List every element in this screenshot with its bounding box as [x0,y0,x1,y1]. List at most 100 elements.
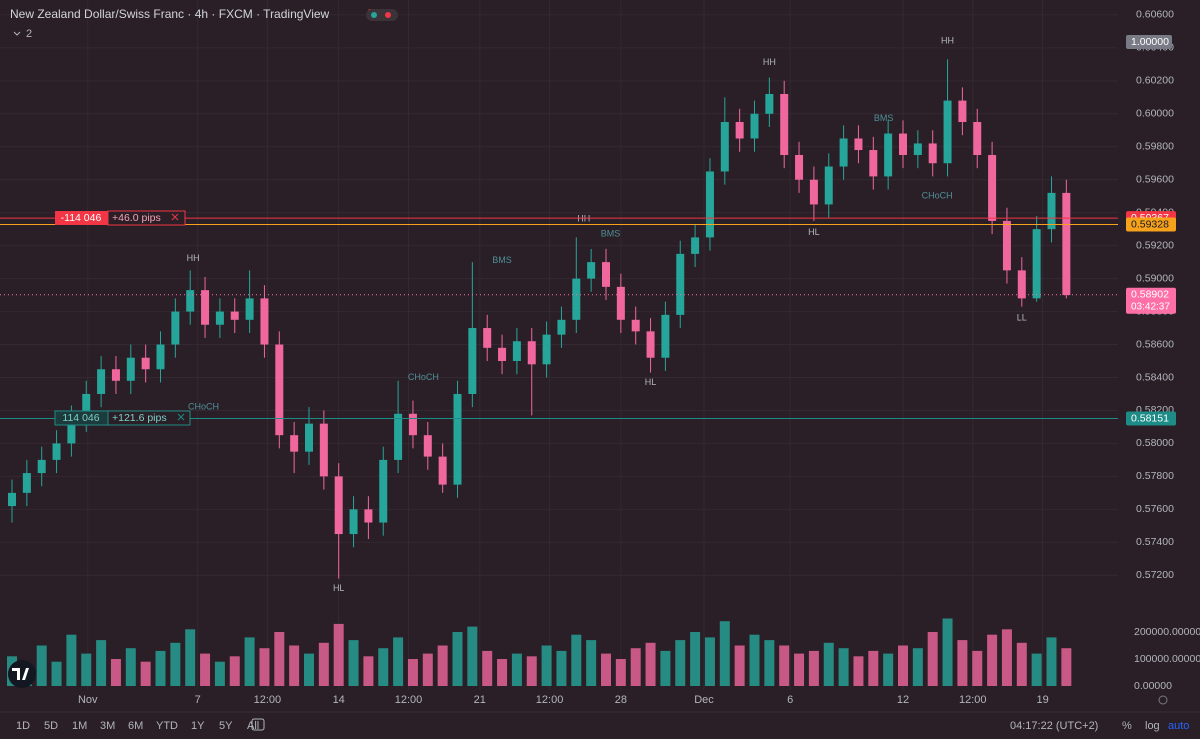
volume-bar [838,648,849,686]
candle-body [215,311,224,325]
candle-body [765,94,774,114]
structure-label: LL [1017,313,1027,323]
volume-bar [318,642,329,686]
volume-bar [511,653,522,686]
percent-toggle[interactable]: % [1122,720,1132,732]
price-label-bg [1126,217,1176,232]
volume-bar [823,642,834,686]
x-tick-label: 21 [474,694,486,706]
candle-body [394,413,403,460]
y-tick-label: 0.59000 [1136,272,1174,284]
volume-bar [378,648,389,686]
candle-body [839,138,848,167]
range-button[interactable]: 1M [72,720,87,732]
volume-bar [734,645,745,686]
range-button[interactable]: YTD [156,720,178,732]
range-button[interactable]: All [247,720,259,732]
volume-bar [660,650,671,686]
x-tick-label: 12 [897,694,909,706]
auto-toggle[interactable]: auto [1168,720,1189,732]
volume-bar [972,650,983,686]
range-button[interactable]: 3M [100,720,115,732]
volume-bar [140,661,151,686]
settings-icon[interactable] [1158,695,1168,705]
x-tick-label: 19 [1036,694,1048,706]
volume-bar [808,650,819,686]
volume-bar [541,645,552,686]
volume-bar [1046,637,1057,686]
volume-bar [407,659,418,686]
structure-label: BMS [492,255,512,265]
candle-body [795,154,804,180]
date-range-icon[interactable] [251,718,265,731]
position-qty-bg [55,211,108,225]
position-tool[interactable]: 114 046 +121.6 pips [54,410,191,426]
range-button[interactable]: 6M [128,720,143,732]
candle-body [423,435,432,457]
y-tick-label: 0.57600 [1136,503,1174,515]
volume-bar [615,659,626,686]
candle-body [260,298,269,345]
candle-body [913,143,922,155]
candle-body [735,122,744,139]
indicator-dot [385,12,391,18]
volume-bar [1031,653,1042,686]
volume-bar [229,656,240,686]
position-result: +121.6 pips [112,412,167,424]
collapse-chevron[interactable] [13,31,21,36]
structure-label: HL [645,377,657,387]
volume-bar [704,637,715,686]
volume-bar [36,645,47,686]
volume-bar [497,659,508,686]
structure-label: HL [808,227,820,237]
candle-body [126,357,135,381]
volume-bar [868,650,879,686]
volume-bar [348,640,359,686]
candle-body [646,331,655,358]
clock[interactable]: 04:17:22 (UTC+2) [1010,720,1098,732]
close-icon[interactable] [171,213,179,221]
volume-bar [422,653,433,686]
close-icon[interactable] [177,413,185,421]
price-label: 0.59328 [1131,218,1169,230]
structure-label: BMS [601,228,621,238]
candle-body [171,311,180,345]
structure-label: BMS [874,113,894,123]
position-tool[interactable]: -114 046 +46.0 pips [55,210,186,226]
candle-body [750,113,759,139]
position-qty: 114 046 [62,412,99,424]
volume-bar [81,653,92,686]
structure-label: CHoCH [188,402,219,412]
range-button[interactable]: 5D [44,720,58,732]
volume-bar [244,637,255,686]
candle-body [602,262,610,287]
x-tick-label: Dec [694,694,714,706]
x-tick-label: 14 [333,694,345,706]
log-toggle[interactable]: log [1145,720,1160,732]
volume-bar [764,640,775,686]
volume-bar [1061,648,1072,686]
volume-bar [571,634,582,686]
indicator-dot [371,12,377,18]
range-button[interactable]: 5Y [219,720,233,732]
candle-body [869,150,878,177]
candle-body [780,94,789,155]
candle-body [67,418,76,444]
y-tick-label: 0.59200 [1136,239,1174,251]
range-button[interactable]: 1D [16,720,30,732]
range-button[interactable]: 1Y [191,720,205,732]
volume-bar [214,661,225,686]
candle-body [572,278,581,320]
y-tick-label: 0.57800 [1136,470,1174,482]
candle-body [631,319,640,332]
tradingview-logo[interactable] [8,660,36,688]
candle-body [97,369,106,394]
candle-body [1032,229,1041,299]
indicator-count[interactable]: 2 [26,28,32,40]
indicator-toggle[interactable] [366,9,398,21]
candle-body [379,459,388,523]
candle-body [334,476,343,535]
volume-bar [883,653,894,686]
